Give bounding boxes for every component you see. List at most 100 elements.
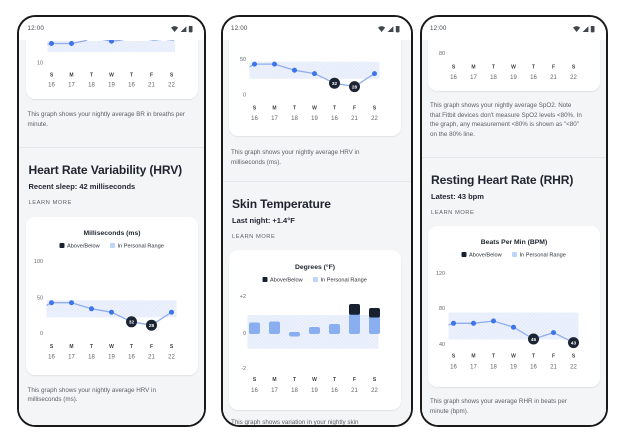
svg-text:18: 18 bbox=[490, 365, 497, 371]
svg-text:T: T bbox=[492, 64, 495, 70]
svg-text:40: 40 bbox=[439, 342, 445, 348]
svg-text:F: F bbox=[149, 72, 152, 78]
svg-text:M: M bbox=[471, 354, 475, 360]
svg-text:22: 22 bbox=[371, 115, 378, 121]
svg-text:10: 10 bbox=[37, 60, 43, 66]
svg-text:T: T bbox=[129, 72, 132, 78]
svg-text:17: 17 bbox=[470, 75, 477, 81]
svg-text:Above/Below: Above/Below bbox=[469, 253, 503, 259]
svg-text:100: 100 bbox=[34, 259, 43, 265]
svg-text:M: M bbox=[272, 105, 276, 111]
svg-text:16: 16 bbox=[450, 365, 457, 371]
svg-text:16: 16 bbox=[530, 75, 537, 81]
svg-text:21: 21 bbox=[351, 388, 358, 394]
svg-text:32: 32 bbox=[128, 320, 134, 325]
svg-text:21: 21 bbox=[550, 75, 557, 81]
svg-text:22: 22 bbox=[570, 365, 577, 371]
svg-text:W: W bbox=[511, 354, 516, 360]
svg-text:Above/Below: Above/Below bbox=[270, 278, 304, 284]
svg-text:T: T bbox=[532, 354, 535, 360]
svg-text:S: S bbox=[49, 72, 53, 78]
svg-text:18: 18 bbox=[88, 82, 95, 88]
svg-text:28: 28 bbox=[352, 84, 358, 89]
svg-text:M: M bbox=[69, 344, 73, 350]
svg-text:16: 16 bbox=[251, 115, 258, 121]
svg-text:16: 16 bbox=[48, 82, 55, 88]
svg-text:T: T bbox=[293, 377, 296, 383]
svg-text:W: W bbox=[511, 64, 516, 70]
svg-text:T: T bbox=[492, 354, 495, 360]
svg-text:16: 16 bbox=[48, 355, 55, 361]
svg-text:21: 21 bbox=[351, 115, 358, 121]
svg-text:16: 16 bbox=[251, 388, 258, 394]
svg-text:19: 19 bbox=[108, 355, 115, 361]
svg-text:S: S bbox=[373, 377, 377, 383]
svg-text:18: 18 bbox=[490, 75, 497, 81]
svg-text:T: T bbox=[89, 344, 92, 350]
svg-text:S: S bbox=[253, 105, 257, 111]
svg-text:W: W bbox=[109, 72, 114, 78]
svg-text:S: S bbox=[169, 344, 173, 350]
svg-text:80: 80 bbox=[439, 51, 445, 57]
svg-text:T: T bbox=[333, 105, 336, 111]
svg-text:22: 22 bbox=[570, 75, 577, 81]
svg-text:F: F bbox=[552, 64, 555, 70]
svg-text:S: S bbox=[169, 72, 173, 78]
svg-text:S: S bbox=[373, 105, 377, 111]
svg-text:16: 16 bbox=[331, 115, 338, 121]
svg-text:M: M bbox=[272, 377, 276, 383]
svg-text:Above/Below: Above/Below bbox=[67, 244, 101, 250]
svg-text:0: 0 bbox=[243, 92, 246, 98]
svg-text:43: 43 bbox=[571, 340, 577, 345]
svg-text:18: 18 bbox=[88, 355, 95, 361]
svg-text:19: 19 bbox=[311, 115, 318, 121]
svg-text:Degrees (°F): Degrees (°F) bbox=[295, 263, 335, 271]
svg-text:T: T bbox=[89, 72, 92, 78]
svg-text:S: S bbox=[572, 354, 576, 360]
svg-text:Milliseconds (ms): Milliseconds (ms) bbox=[83, 230, 140, 237]
svg-text:S: S bbox=[452, 64, 456, 70]
svg-text:17: 17 bbox=[68, 355, 75, 361]
svg-text:In Personal Range: In Personal Range bbox=[321, 278, 367, 284]
svg-text:F: F bbox=[353, 377, 356, 383]
svg-text:S: S bbox=[572, 64, 576, 70]
svg-text:32: 32 bbox=[332, 81, 338, 86]
svg-text:17: 17 bbox=[271, 388, 278, 394]
svg-text:50: 50 bbox=[240, 57, 246, 63]
svg-text:F: F bbox=[149, 344, 152, 350]
svg-text:18: 18 bbox=[291, 388, 298, 394]
svg-text:28: 28 bbox=[148, 323, 154, 328]
svg-text:18: 18 bbox=[291, 115, 298, 121]
svg-text:T: T bbox=[293, 105, 296, 111]
svg-text:17: 17 bbox=[271, 115, 278, 121]
svg-text:Beats Per Min (BPM): Beats Per Min (BPM) bbox=[481, 239, 547, 246]
svg-text:16: 16 bbox=[331, 388, 338, 394]
svg-text:17: 17 bbox=[68, 82, 75, 88]
svg-text:45: 45 bbox=[531, 337, 537, 342]
svg-text:F: F bbox=[353, 105, 356, 111]
svg-text:16: 16 bbox=[128, 355, 135, 361]
svg-text:22: 22 bbox=[168, 355, 175, 361]
svg-text:19: 19 bbox=[311, 388, 318, 394]
svg-text:120: 120 bbox=[436, 271, 445, 277]
svg-text:+2: +2 bbox=[240, 294, 246, 300]
svg-text:21: 21 bbox=[148, 355, 155, 361]
svg-text:W: W bbox=[312, 105, 317, 111]
svg-text:22: 22 bbox=[168, 82, 175, 88]
svg-text:-2: -2 bbox=[241, 366, 246, 372]
svg-text:16: 16 bbox=[128, 82, 135, 88]
svg-text:M: M bbox=[471, 64, 475, 70]
svg-text:In Personal Range: In Personal Range bbox=[117, 244, 163, 250]
svg-text:T: T bbox=[129, 344, 132, 350]
svg-text:M: M bbox=[69, 72, 73, 78]
svg-text:0: 0 bbox=[40, 331, 43, 337]
svg-text:19: 19 bbox=[108, 82, 115, 88]
svg-text:16: 16 bbox=[450, 75, 457, 81]
svg-text:80: 80 bbox=[439, 306, 445, 312]
svg-text:S: S bbox=[49, 344, 53, 350]
svg-text:16: 16 bbox=[530, 365, 537, 371]
svg-text:21: 21 bbox=[148, 82, 155, 88]
svg-text:S: S bbox=[253, 377, 257, 383]
svg-text:S: S bbox=[452, 354, 456, 360]
svg-text:0: 0 bbox=[243, 331, 246, 337]
